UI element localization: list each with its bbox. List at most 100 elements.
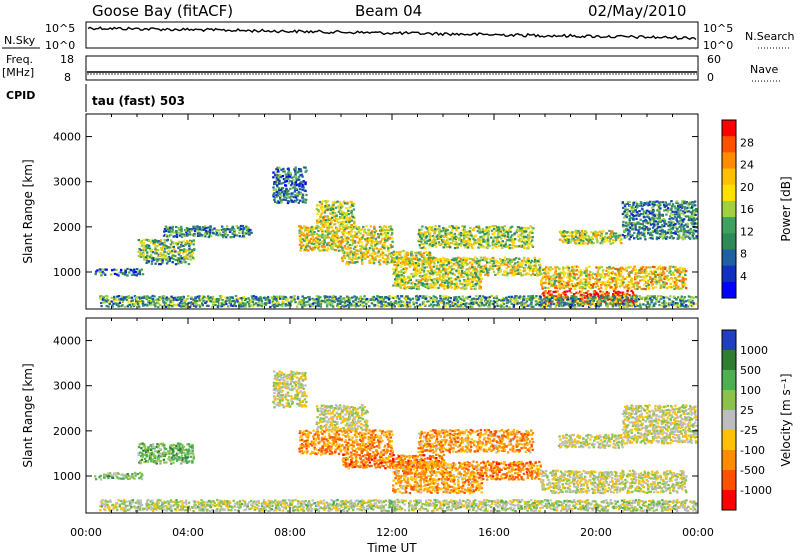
colorbar-swatch bbox=[722, 281, 736, 299]
y-tick-label: 3000 bbox=[53, 176, 81, 189]
x-tick-label: 12:00 bbox=[376, 526, 408, 539]
colorbar-swatch bbox=[722, 217, 736, 234]
data-region bbox=[162, 224, 253, 239]
y-tick-label: 2000 bbox=[53, 425, 81, 438]
data-region bbox=[621, 404, 698, 445]
colorbar-swatch bbox=[722, 200, 736, 218]
x-axis-label: Time UT bbox=[366, 541, 417, 554]
data-region bbox=[99, 498, 698, 513]
colorbar-tick-label: -1000 bbox=[740, 484, 772, 497]
colorbar-swatch bbox=[722, 350, 736, 371]
colorbar-tick-label: 25 bbox=[740, 404, 754, 417]
colorbar-swatch bbox=[722, 370, 736, 391]
data-region bbox=[392, 256, 484, 291]
colorbar-tick-label: 1000 bbox=[740, 344, 768, 357]
colorbar-swatch bbox=[722, 136, 736, 153]
freq-panel bbox=[85, 55, 699, 81]
noise-trace bbox=[87, 26, 697, 41]
data-region bbox=[94, 267, 145, 277]
time-axis: 00:00 04:00 08:00 12:00 16:00 20:00 00:00 bbox=[70, 526, 714, 539]
colorbar-swatch bbox=[722, 390, 736, 411]
data-region bbox=[272, 370, 308, 409]
y-tick-label: 1000 bbox=[53, 266, 81, 279]
colorbar-swatch bbox=[722, 233, 736, 250]
data-region bbox=[98, 294, 698, 309]
data-region bbox=[392, 460, 484, 495]
colorbar-tick-label: 500 bbox=[740, 364, 761, 377]
colorbar-swatch bbox=[722, 168, 736, 186]
colorbar-tick-label: 16 bbox=[740, 203, 754, 216]
nave-label: Nave bbox=[750, 63, 778, 76]
data-region bbox=[481, 460, 542, 481]
x-tick-label: 04:00 bbox=[172, 526, 204, 539]
x-tick-label: 00:00 bbox=[682, 526, 714, 539]
noise-panel bbox=[85, 21, 699, 49]
colorbar-tick-label: -100 bbox=[740, 444, 765, 457]
nave-tick-high: 60 bbox=[707, 53, 721, 66]
data-region bbox=[145, 257, 191, 266]
y-tick-label: 2000 bbox=[53, 221, 81, 234]
x-tick-label: 16:00 bbox=[478, 526, 510, 539]
colorbar-swatch bbox=[722, 152, 736, 170]
nsearch-label: N.Search bbox=[745, 30, 795, 43]
power-colorbar: 28 24 20 16 12 8 4 Power [dB] bbox=[721, 119, 793, 299]
nsky-label: N.Sky bbox=[4, 34, 36, 47]
date-title: 02/May/2010 bbox=[588, 2, 686, 20]
colorbar-label: Power [dB] bbox=[779, 176, 793, 241]
cpid-text: tau (fast) 503 bbox=[92, 94, 185, 108]
colorbar-swatch bbox=[722, 184, 736, 202]
colorbar-label: Velocity [m s⁻¹] bbox=[779, 373, 793, 466]
velocity-colorbar: 1000 500 100 25 -25 -100 -500 -1000 Velocity [m … bbox=[721, 329, 793, 511]
data-region bbox=[540, 265, 688, 291]
colorbar-tick-label: 8 bbox=[740, 248, 747, 261]
data-region bbox=[417, 224, 535, 250]
left-tick-low: 10^0 bbox=[45, 39, 75, 52]
right-tick-low: 10^0 bbox=[703, 39, 733, 52]
data-region bbox=[540, 469, 688, 495]
freq-tick-high: 18 bbox=[60, 53, 74, 66]
colorbar-swatch bbox=[722, 265, 736, 283]
colorbar-swatch bbox=[722, 470, 736, 491]
y-axis-label: Slant Range [km] bbox=[21, 159, 35, 263]
x-tick-label: 08:00 bbox=[274, 526, 306, 539]
colorbar-swatch bbox=[722, 450, 736, 471]
colorbar-tick-label: 24 bbox=[740, 159, 754, 172]
freq-label: Freq. bbox=[6, 53, 33, 66]
freq-unit-label: [MHz] bbox=[2, 66, 34, 79]
colorbar-swatch bbox=[722, 330, 736, 351]
colorbar-tick-label: 100 bbox=[740, 384, 761, 397]
colorbar-swatch bbox=[722, 410, 736, 431]
cpid-label: CPID bbox=[6, 89, 35, 102]
beam-title: Beam 04 bbox=[355, 2, 422, 20]
colorbar-tick-label: -25 bbox=[740, 424, 758, 437]
y-tick-label: 4000 bbox=[53, 131, 81, 144]
data-region bbox=[298, 428, 394, 456]
colorbar-swatch bbox=[722, 249, 736, 267]
right-tick-high: 10^5 bbox=[703, 22, 733, 35]
velocity-panel: 1000 2000 3000 4000 Slant Range [km] bbox=[21, 317, 699, 514]
colorbar-swatch bbox=[722, 430, 736, 451]
colorbar-tick-label: -500 bbox=[740, 464, 765, 477]
data-region bbox=[298, 224, 394, 252]
data-region bbox=[417, 428, 535, 454]
colorbar-swatch bbox=[722, 120, 736, 137]
colorbar-tick-label: 4 bbox=[740, 270, 747, 283]
data-region bbox=[315, 200, 356, 227]
data-region bbox=[272, 166, 308, 205]
colorbar-tick-label: 28 bbox=[740, 136, 754, 149]
data-region bbox=[481, 256, 542, 277]
nave-tick-low: 0 bbox=[707, 71, 714, 84]
data-region bbox=[557, 433, 624, 449]
colorbar-swatch bbox=[722, 490, 736, 511]
power-panel: 1000 2000 3000 4000 Slant Range [km] bbox=[21, 113, 699, 310]
left-tick-high: 10^5 bbox=[45, 22, 75, 35]
station-title: Goose Bay (fitACF) bbox=[92, 2, 233, 20]
data-region bbox=[137, 442, 195, 465]
x-tick-label: 00:00 bbox=[70, 526, 102, 539]
y-tick-label: 4000 bbox=[53, 335, 81, 348]
x-tick-label: 20:00 bbox=[580, 526, 612, 539]
y-tick-label: 3000 bbox=[53, 380, 81, 393]
data-region bbox=[341, 249, 433, 266]
data-region bbox=[315, 404, 369, 431]
y-axis-label: Slant Range [km] bbox=[21, 363, 35, 467]
